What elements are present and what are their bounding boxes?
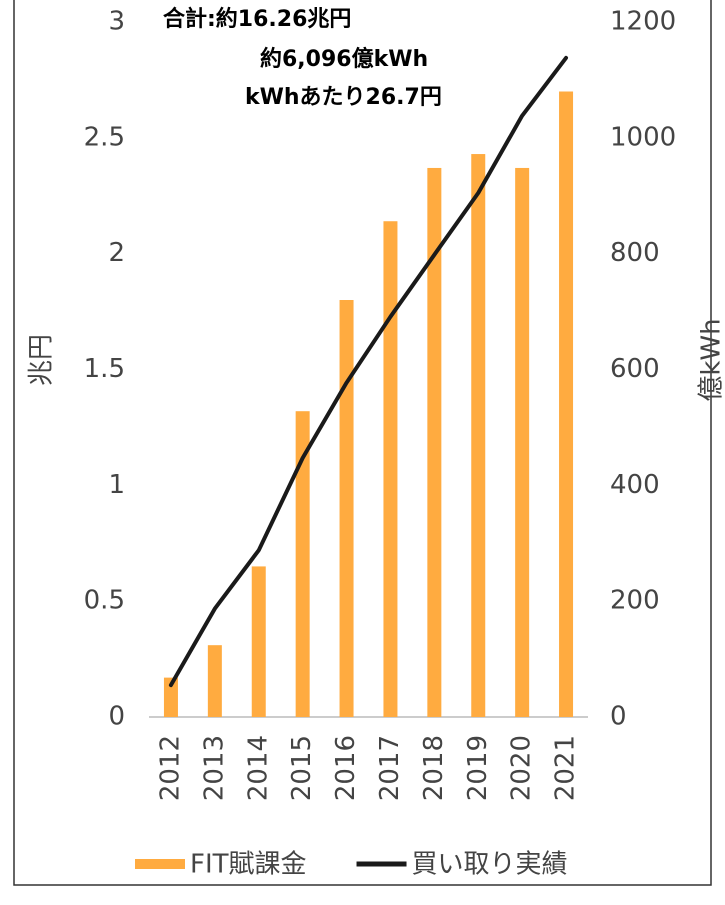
- bar: [163, 677, 178, 717]
- bar: [471, 154, 486, 718]
- y-tick-label: 0: [108, 702, 125, 732]
- bar: [251, 566, 266, 717]
- bar: [559, 91, 574, 717]
- legend-swatch: [135, 859, 185, 869]
- y2-tick-label: 0: [610, 702, 627, 732]
- bar: [427, 167, 442, 717]
- line: [168, 55, 568, 688]
- bar: [339, 300, 354, 717]
- y-tick-label: 2: [108, 238, 125, 268]
- legend-label: 買い取り実績: [412, 850, 568, 880]
- x-tick-label: 2012: [155, 735, 185, 801]
- x-tick-label: 2014: [243, 735, 273, 801]
- bar: [383, 221, 398, 717]
- y-tick-label: 0.5: [84, 586, 125, 616]
- y2-tick-label: 1200: [610, 7, 676, 37]
- y-tick-label: 1.5: [84, 354, 125, 384]
- x-tick-label: 2013: [199, 735, 229, 801]
- y2-tick-label: 400: [610, 470, 660, 500]
- bar: [207, 645, 222, 717]
- x-tick-label: 2016: [331, 735, 361, 801]
- y-tick-label: 2.5: [84, 122, 125, 152]
- x-tick-label: 2021: [551, 735, 581, 801]
- x-tick-label: 2017: [375, 735, 405, 801]
- bar: [295, 411, 310, 717]
- frame: [13, 0, 712, 886]
- y2-tick-label: 600: [610, 354, 660, 384]
- y2-tick-label: 200: [610, 586, 660, 616]
- y2-tick-label: 1000: [610, 122, 676, 152]
- bar: [515, 167, 530, 717]
- y-tick-label: 1: [108, 470, 125, 500]
- y-axis-title: 兆円: [27, 334, 57, 386]
- y2-tick-label: 800: [610, 238, 660, 268]
- x-tick-label: 2020: [507, 735, 537, 801]
- y-tick-label: 3: [108, 7, 125, 37]
- annotation: 約6,096億kWh: [260, 46, 428, 72]
- y2-axis-title: 億kWh: [697, 318, 725, 401]
- legend-label: FIT賦課金: [190, 850, 307, 880]
- x-tick-label: 2019: [463, 735, 493, 801]
- annotation: 合計:約16.26兆円: [163, 6, 351, 32]
- x-tick-label: 2015: [287, 735, 317, 801]
- x-tick-label: 2018: [419, 735, 449, 801]
- annotation: kWhあたり26.7円: [245, 85, 442, 110]
